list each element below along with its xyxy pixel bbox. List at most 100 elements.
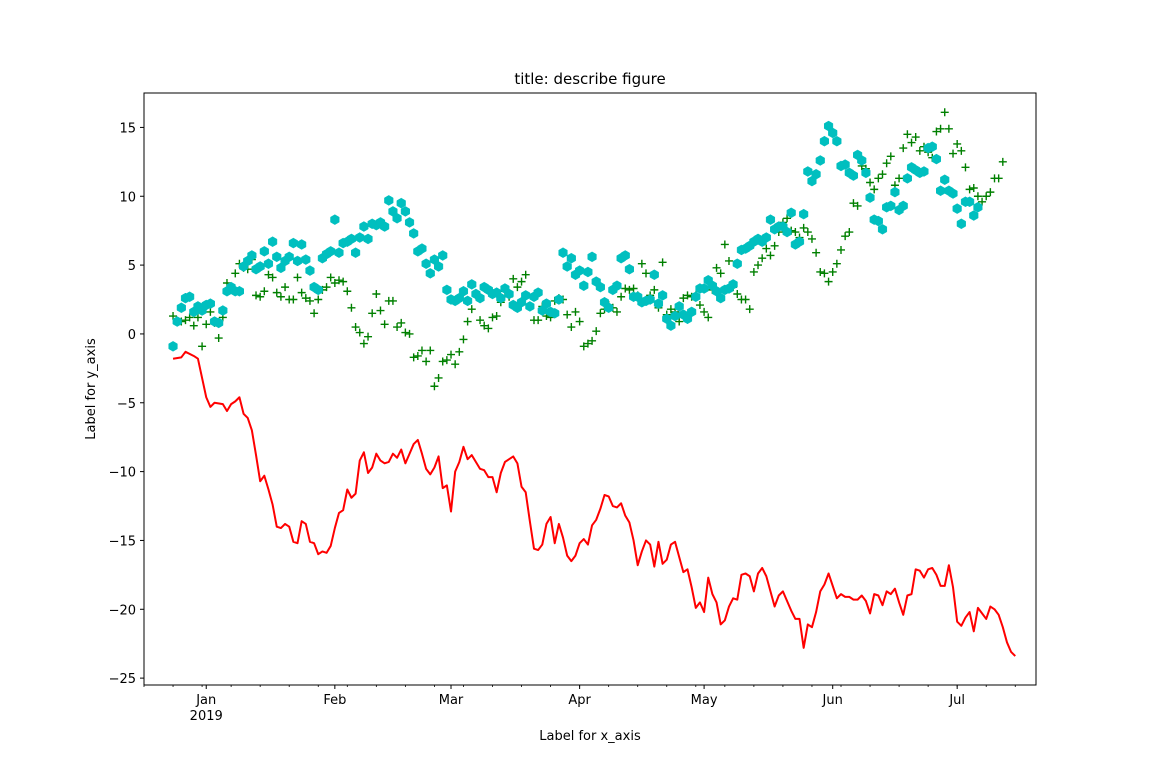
plus-point	[351, 323, 360, 332]
hexagon-point	[620, 250, 630, 261]
hexagon-point	[326, 246, 336, 257]
plus-point	[413, 351, 422, 360]
plus-point	[434, 373, 443, 382]
hexagon-point	[815, 155, 825, 166]
hexagon-point	[272, 251, 282, 263]
plus-point	[612, 307, 621, 316]
plus-point	[617, 292, 626, 301]
hexagon-point	[400, 206, 410, 217]
plus-point	[571, 307, 580, 316]
plus-point	[953, 139, 962, 148]
hexagon-point	[595, 281, 605, 293]
hexagon-point	[857, 155, 867, 166]
plus-point	[621, 284, 630, 293]
plus-point	[762, 244, 771, 253]
series-3	[168, 120, 983, 352]
hexagon-point	[359, 221, 369, 232]
hexagon-point	[973, 201, 983, 213]
hexagon-point	[496, 292, 506, 304]
plus-point	[658, 258, 667, 267]
plus-point	[837, 245, 846, 254]
plus-point	[911, 133, 920, 142]
hexagon-point	[380, 221, 390, 232]
plus-point	[214, 334, 223, 343]
hexagon-point	[214, 317, 224, 329]
plus-point	[397, 318, 406, 327]
plus-point	[272, 288, 281, 297]
plus-point	[289, 295, 298, 304]
hexagon-point	[421, 258, 431, 270]
hexagon-point	[674, 301, 684, 312]
plus-point	[409, 353, 418, 362]
plus-point	[484, 324, 493, 333]
hexagon-point	[297, 239, 307, 250]
x-tick-label: Mar	[439, 693, 464, 708]
hexagon-point	[442, 284, 452, 296]
hexagon-point	[438, 250, 448, 261]
hexagon-point	[259, 246, 269, 257]
hexagon-point	[732, 258, 742, 270]
hexagon-point	[786, 207, 796, 219]
plus-point	[198, 342, 207, 351]
plus-point	[480, 321, 489, 330]
plus-point	[998, 157, 1007, 166]
plus-point	[563, 310, 572, 319]
hexagon-point	[305, 265, 315, 276]
hexagon-point	[176, 302, 186, 314]
plus-point	[339, 277, 348, 286]
plus-point	[513, 283, 522, 292]
plus-point	[438, 357, 447, 366]
plus-point	[841, 232, 850, 241]
plus-point	[803, 228, 812, 237]
plus-point	[973, 192, 982, 201]
plus-point	[380, 320, 389, 329]
hexagon-point	[558, 247, 568, 258]
plus-point	[401, 328, 410, 337]
hexagon-point	[263, 258, 274, 270]
plus-point	[326, 273, 335, 282]
plus-point	[700, 307, 709, 316]
hexagon-point	[653, 298, 664, 309]
hexagon-point	[234, 285, 244, 297]
plus-point	[828, 267, 837, 276]
hexagon-point	[865, 192, 875, 203]
hexagon-point	[819, 135, 829, 147]
hexagon-point	[898, 200, 908, 212]
plus-point	[364, 332, 373, 341]
y-tick-label: −5	[117, 397, 136, 412]
hexagon-point	[612, 280, 622, 292]
plus-point	[870, 185, 879, 194]
plus-point	[812, 248, 821, 257]
plus-point	[949, 149, 958, 158]
hexagon-point	[384, 195, 394, 206]
hexagon-point	[902, 173, 912, 184]
plus-point	[588, 336, 597, 345]
plus-point	[343, 287, 352, 296]
plus-point	[982, 192, 991, 201]
y-tick-label: 0	[128, 328, 136, 343]
hexagon-point	[554, 294, 564, 305]
chart-title: title: describe figure	[514, 70, 665, 88]
x-tick-label: Jun	[822, 693, 843, 708]
plus-point	[799, 223, 808, 232]
hexagon-point	[765, 214, 776, 225]
plus-point	[293, 273, 302, 282]
plus-point	[899, 144, 908, 153]
plus-point	[895, 174, 904, 183]
hexagon-point	[185, 291, 195, 303]
series-line	[172, 350, 1016, 657]
hexagon-point	[728, 279, 738, 290]
hexagon-point	[247, 250, 257, 261]
plus-point	[476, 316, 485, 325]
plus-point	[393, 323, 402, 332]
plus-point	[754, 261, 763, 270]
hexagon-point	[803, 166, 813, 177]
plus-point	[422, 357, 431, 366]
hexagon-point	[687, 306, 697, 318]
hexagon-point	[218, 305, 228, 316]
plus-point	[832, 259, 841, 268]
hexagon-point	[409, 228, 419, 239]
plus-point	[301, 294, 310, 303]
plus-point	[766, 251, 775, 260]
